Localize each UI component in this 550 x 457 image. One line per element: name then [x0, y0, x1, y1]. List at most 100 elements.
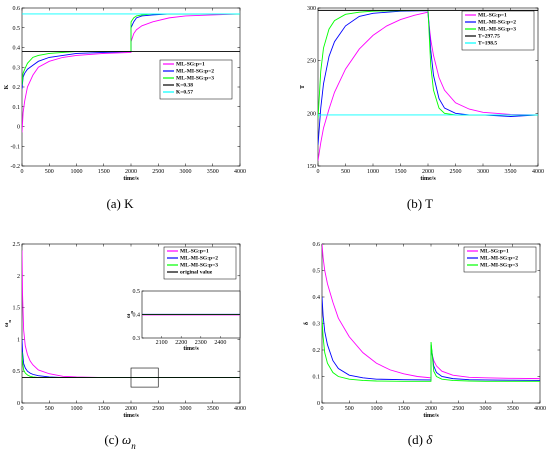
inset-x-axis-label: time/s — [183, 346, 199, 352]
legend-entry: original value — [180, 270, 213, 276]
series-line-1 — [22, 13, 240, 133]
legend-entry: ML-MI-SG:p=3 — [176, 76, 214, 82]
x-tick-label: 3000 — [480, 406, 492, 412]
x-tick-label: 2500 — [152, 406, 164, 412]
y-tick-label: 0.5 — [13, 26, 21, 32]
panel-T: 0 500 1000 1500 2000 2500 3000 3500 4000 150 200 25… — [300, 6, 544, 211]
inset: 2100 2200 2300 2400 0.3 0.4 0.5 time/s ωn — [126, 289, 241, 352]
legend-entry: ML-MI-SG:p=3 — [480, 263, 518, 269]
inset-y-tick-label: 0.4 — [133, 313, 141, 319]
y-tick-label: 0.3 — [13, 65, 21, 71]
panel-caption: (b) T — [407, 196, 433, 211]
x-tick-label: 3500 — [207, 169, 219, 175]
x-tick-label: 3500 — [207, 406, 219, 412]
y-tick-label: 0.5 — [313, 269, 321, 275]
x-tick-label: 500 — [345, 406, 354, 412]
series-line-3 — [322, 318, 540, 382]
legend-entry: ML-SG:p=1 — [176, 62, 205, 68]
x-axis-label: time/s — [123, 176, 139, 182]
x-tick-label: 2500 — [450, 169, 462, 175]
x-tick-label: 2000 — [422, 169, 434, 175]
y-axis-label: ωn — [4, 320, 12, 327]
x-tick-label: 500 — [45, 406, 54, 412]
y-tick-label: 200 — [307, 111, 316, 117]
series-line-1 — [318, 11, 538, 161]
inset-x-tick-label: 2200 — [175, 340, 187, 346]
x-tick-label: 1000 — [71, 169, 83, 175]
x-tick-label: 2500 — [452, 406, 464, 412]
inset-y-axis-label: ωn — [126, 311, 134, 318]
x-tick-label: 1000 — [371, 406, 383, 412]
legend-entry: ML-MI-SG:p=3 — [478, 27, 516, 33]
legend: ML-SG:p=1ML-MI-SG:p=2ML-MI-SG:p=3origina… — [163, 246, 237, 280]
y-tick-label: -0.2 — [11, 164, 21, 170]
x-tick-label: 4000 — [234, 169, 246, 175]
x-tick-label: 1500 — [98, 169, 110, 175]
legend-entry: ML-MI-SG:p=2 — [480, 256, 518, 262]
series-group — [322, 244, 540, 382]
panel-caption: (c) ωn — [104, 432, 136, 451]
y-tick-label: 2 — [17, 274, 20, 280]
y-axis-label: T — [300, 85, 306, 89]
x-tick-label: 2000 — [125, 169, 137, 175]
x-tick-label: 0 — [21, 406, 24, 412]
y-tick-label: 0 — [17, 401, 20, 407]
x-tick-label: 3000 — [180, 169, 192, 175]
x-tick-label: 2000 — [125, 406, 137, 412]
panel-K: 0 500 1000 1500 2000 2500 3000 3500 4000 -0.2 -0.1… — [4, 6, 246, 211]
y-tick-label: 0.4 — [313, 295, 321, 301]
legend-entry: ML-MI-SG:p=2 — [176, 69, 214, 75]
series-group — [22, 13, 240, 133]
inset-x-tick-label: 2300 — [195, 340, 207, 346]
y-tick-label: 0.4 — [13, 46, 21, 52]
x-tick-label: 500 — [341, 169, 350, 175]
x-axis-label: time/s — [423, 413, 439, 419]
y-tick-label: 250 — [307, 59, 316, 65]
y-tick-label: 0 — [317, 401, 320, 407]
y-axis-label: K — [4, 84, 10, 89]
legend-entry: K=0.57 — [176, 90, 193, 96]
x-tick-label: 3500 — [507, 406, 519, 412]
x-tick-label: 1500 — [398, 406, 410, 412]
y-tick-label: 0 — [17, 125, 20, 131]
y-tick-label: 0.6 — [313, 242, 321, 248]
legend-entry: ML-SG:p=1 — [480, 249, 509, 255]
zoom-box — [130, 367, 159, 388]
legend-entry: ML-SG:p=1 — [478, 13, 507, 19]
legend-entry: ML-MI-SG:p=3 — [180, 263, 218, 269]
x-tick-label: 1500 — [98, 406, 110, 412]
x-tick-label: 0 — [317, 169, 320, 175]
panel-delta: 0 500 1000 1500 2000 2500 3000 3500 4000 0 0.1 0.2 0… — [304, 242, 546, 447]
legend-entry: ML-MI-SG:p=2 — [478, 20, 516, 26]
x-tick-label: 2500 — [152, 169, 164, 175]
y-tick-label: 1 — [17, 337, 20, 343]
panel-omega: 0 500 1000 1500 2000 2500 3000 3500 4000 0 0.5 1 1.5… — [4, 242, 246, 451]
inset-y-tick-label: 0.5 — [133, 289, 141, 295]
legend: ML-SG:p=1ML-MI-SG:p=2ML-MI-SG:p=3 — [463, 246, 537, 273]
y-tick-label: 0.3 — [313, 322, 321, 328]
panel-caption: (a) K — [106, 196, 134, 211]
legend-entry: K=0.38 — [176, 83, 193, 89]
x-axis-label: time/s — [123, 413, 139, 419]
x-tick-label: 3000 — [180, 406, 192, 412]
x-tick-label: 4000 — [534, 406, 546, 412]
y-tick-label: 1.5 — [13, 306, 21, 312]
legend-entry: ML-SG:p=1 — [180, 249, 209, 255]
series-line-1 — [322, 244, 540, 380]
x-tick-label: 3500 — [505, 169, 517, 175]
y-tick-label: 300 — [307, 6, 316, 12]
x-tick-label: 3000 — [477, 169, 489, 175]
x-tick-label: 1000 — [367, 169, 379, 175]
y-axis-label: δ — [304, 322, 310, 325]
x-tick-label: 0 — [321, 406, 324, 412]
x-tick-label: 4000 — [532, 169, 544, 175]
x-axis-label: time/s — [420, 176, 436, 182]
x-tick-label: 1000 — [71, 406, 83, 412]
y-tick-label: 2.5 — [13, 242, 21, 248]
y-tick-label: 0.5 — [13, 369, 21, 375]
x-tick-label: 0 — [21, 169, 24, 175]
y-tick-label: 0.2 — [313, 348, 321, 354]
inset-x-tick-label: 2100 — [156, 340, 168, 346]
y-tick-label: 0.6 — [13, 6, 21, 12]
